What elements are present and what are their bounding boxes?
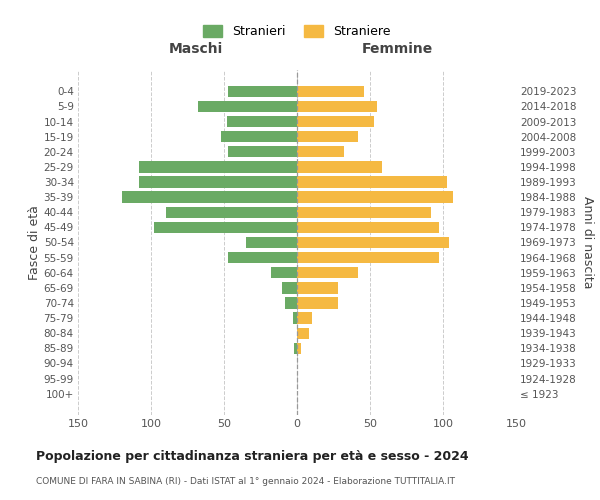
Bar [297,252,439,264]
Bar [227,116,297,127]
Bar [297,222,439,233]
Bar [293,312,297,324]
Text: Maschi: Maschi [169,42,223,56]
Y-axis label: Fasce di età: Fasce di età [28,205,41,280]
Bar [297,162,382,172]
Bar [297,237,449,248]
Bar [286,298,297,308]
Bar [139,162,297,172]
Bar [297,86,364,97]
Bar [122,192,297,203]
Text: COMUNE DI FARA IN SABINA (RI) - Dati ISTAT al 1° gennaio 2024 - Elaborazione TUT: COMUNE DI FARA IN SABINA (RI) - Dati IST… [36,478,455,486]
Bar [166,206,297,218]
Bar [229,146,297,158]
Bar [297,312,311,324]
Bar [283,282,297,294]
Bar [297,192,453,203]
Bar [229,86,297,97]
Text: Popolazione per cittadinanza straniera per età e sesso - 2024: Popolazione per cittadinanza straniera p… [36,450,469,463]
Bar [229,252,297,264]
Bar [154,222,297,233]
Bar [271,267,297,278]
Bar [297,328,308,339]
Bar [297,176,448,188]
Bar [297,131,358,142]
Bar [246,237,297,248]
Bar [297,298,338,308]
Bar [297,116,374,127]
Bar [198,101,297,112]
Bar [139,176,297,188]
Bar [294,342,297,354]
Bar [297,282,338,294]
Bar [297,101,377,112]
Y-axis label: Anni di nascita: Anni di nascita [581,196,593,289]
Bar [297,206,431,218]
Bar [221,131,297,142]
Bar [297,146,344,158]
Legend: Stranieri, Straniere: Stranieri, Straniere [200,21,394,42]
Text: Femmine: Femmine [362,42,433,56]
Bar [297,267,358,278]
Bar [297,342,301,354]
